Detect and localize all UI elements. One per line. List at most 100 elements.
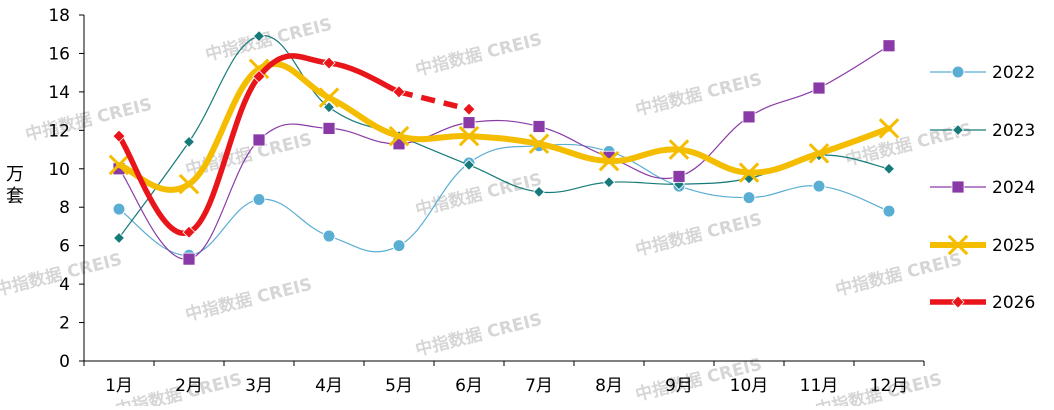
data-point-2025: [528, 133, 550, 155]
x-marker-stroke: [108, 154, 130, 176]
data-point-2022: [812, 179, 826, 193]
watermark-text: 中指数据 CREIS: [633, 209, 764, 261]
y-tick-label: 2: [59, 314, 70, 334]
series-2025: [108, 58, 900, 195]
series-line-2026: [116, 53, 402, 236]
y-tick-label: 12: [48, 121, 70, 141]
watermark-text: 中指数据 CREIS: [833, 249, 964, 301]
data-point-2025: [248, 58, 270, 80]
data-point-2024: [252, 133, 266, 147]
data-point-2023: [533, 185, 545, 198]
watermark-layer: 中指数据 CREIS 中指数据 CREIS 中指数据 CREIS 中指数据 CREIS…: [0, 14, 974, 410]
series-2026: [112, 53, 476, 239]
data-point-2024: [812, 81, 826, 95]
data-point-2023: [323, 101, 335, 114]
data-point-2022: [322, 229, 336, 243]
watermark-text: 中指数据 CREIS: [413, 309, 544, 361]
data-point-2025: [598, 150, 620, 172]
data-point-2023: [253, 30, 265, 43]
x-tick-label: 4月: [315, 376, 343, 396]
data-point-2024: [462, 116, 476, 130]
legend-marker: [951, 295, 965, 309]
x-tick-label: 11月: [800, 376, 839, 396]
data-point-2026: [462, 102, 476, 116]
y-tick-label: 14: [48, 83, 70, 103]
axes-layer: 0 2 4 6 8 10 12 14 16 18 1月 2月 3月 4月 5月 6月 7月 8月 9月 10月 11月 1…: [6, 6, 925, 396]
x-marker-stroke: [668, 139, 690, 160]
legend-item-2025: 2025: [930, 234, 1035, 256]
y-tick-label: 6: [59, 237, 70, 257]
data-point-2025: [738, 162, 760, 183]
data-point-2024: [532, 120, 546, 133]
x-marker-stroke: [808, 143, 830, 164]
legend-marker: [951, 65, 965, 79]
x-marker-stroke: [248, 58, 270, 80]
data-point-2025: [878, 118, 900, 139]
x-marker-stroke: [178, 173, 200, 195]
x-marker-stroke: [458, 125, 480, 147]
data-point-2025: [178, 173, 200, 195]
data-point-2022: [882, 204, 896, 218]
data-point-2026: [112, 129, 126, 143]
y-axis-label: 万: [6, 164, 24, 185]
x-marker-stroke: [528, 133, 550, 155]
legend-label: 2024: [992, 178, 1035, 198]
legend-marker: [952, 124, 964, 136]
x-tick-label: 6月: [455, 376, 483, 396]
data-point-2024: [182, 252, 196, 266]
data-point-2022: [112, 202, 126, 216]
legend-item-2024: 2024: [930, 178, 1035, 198]
x-tick-label: 5月: [385, 376, 413, 396]
x-tick-label: 1月: [105, 376, 133, 396]
data-point-2025: [318, 87, 340, 108]
y-tick-label: 8: [59, 198, 70, 218]
data-point-2023: [463, 158, 475, 171]
x-tick-label: 9月: [665, 376, 693, 396]
legend-item-2026: 2026: [930, 293, 1035, 313]
data-point-2022: [742, 191, 756, 205]
data-point-2026: [392, 85, 406, 99]
y-tick-label: 10: [48, 160, 70, 180]
series-layer: [108, 30, 900, 266]
y-tick-label: 18: [48, 6, 70, 26]
data-point-2025: [458, 125, 480, 147]
data-point-2025: [808, 143, 830, 164]
data-point-2026: [182, 225, 196, 239]
data-point-2024: [322, 122, 336, 135]
data-point-2026: [252, 69, 266, 84]
x-marker-stroke: [738, 162, 760, 183]
data-point-2022: [252, 193, 266, 207]
watermark-text: 中指数据 CREIS: [413, 29, 544, 81]
y-tick-label: 16: [48, 44, 70, 64]
data-point-2025: [668, 139, 690, 160]
legend-marker: [951, 180, 965, 194]
watermark-text: 中指数据 CREIS: [843, 119, 974, 171]
legend-item-2023: 2023: [930, 121, 1035, 141]
data-point-2022: [392, 239, 406, 253]
y-axis-label: 套: [6, 186, 24, 207]
watermark-text: 中指数据 CREIS: [413, 169, 544, 221]
x-marker-stroke: [947, 234, 969, 256]
watermark-text: 中指数据 CREIS: [23, 94, 154, 146]
x-tick-label: 2月: [175, 376, 203, 396]
legend-item-2022: 2022: [930, 63, 1035, 83]
legend-label: 2026: [992, 293, 1035, 313]
x-marker-stroke: [388, 125, 410, 147]
legend-label: 2025: [992, 236, 1035, 256]
y-tick-label: 0: [59, 352, 70, 372]
legend: 2022 2023 2024 2025 2026: [930, 63, 1035, 313]
legend-marker: [947, 234, 969, 256]
data-point-2025: [388, 125, 410, 147]
x-tick-label: 8月: [595, 376, 623, 396]
data-point-2023: [113, 232, 125, 244]
x-tick-label: 10月: [730, 376, 769, 396]
data-point-2025: [108, 154, 130, 176]
data-point-2024: [882, 39, 896, 53]
legend-label: 2023: [992, 121, 1035, 141]
data-point-2023: [183, 135, 195, 148]
x-tick-label: 12月: [870, 376, 909, 396]
data-point-2024: [672, 170, 686, 183]
data-point-2024: [742, 110, 756, 124]
